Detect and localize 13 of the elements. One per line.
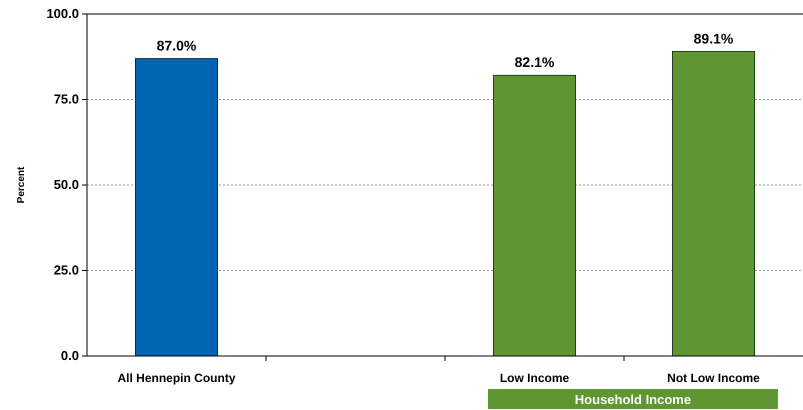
y-tick-label: 100.0 (46, 6, 79, 21)
y-tick-label: 0.0 (60, 348, 79, 363)
data-label: 87.0% (156, 37, 197, 54)
data-label: 82.1% (514, 54, 555, 70)
text: Household Income (574, 392, 692, 407)
data-label: 89.1% (694, 30, 734, 46)
x-tick-label: All Hennepin County (118, 371, 236, 385)
y-axis-title: Percent (16, 166, 27, 204)
y-tick-label: 75.0 (54, 92, 79, 106)
x-tick-label: Not Low Income (667, 371, 760, 385)
y-tick-label: 50.0 (54, 177, 79, 192)
y-tick-label: 25.0 (54, 262, 79, 278)
x-tick-label: Low Income (500, 371, 570, 385)
